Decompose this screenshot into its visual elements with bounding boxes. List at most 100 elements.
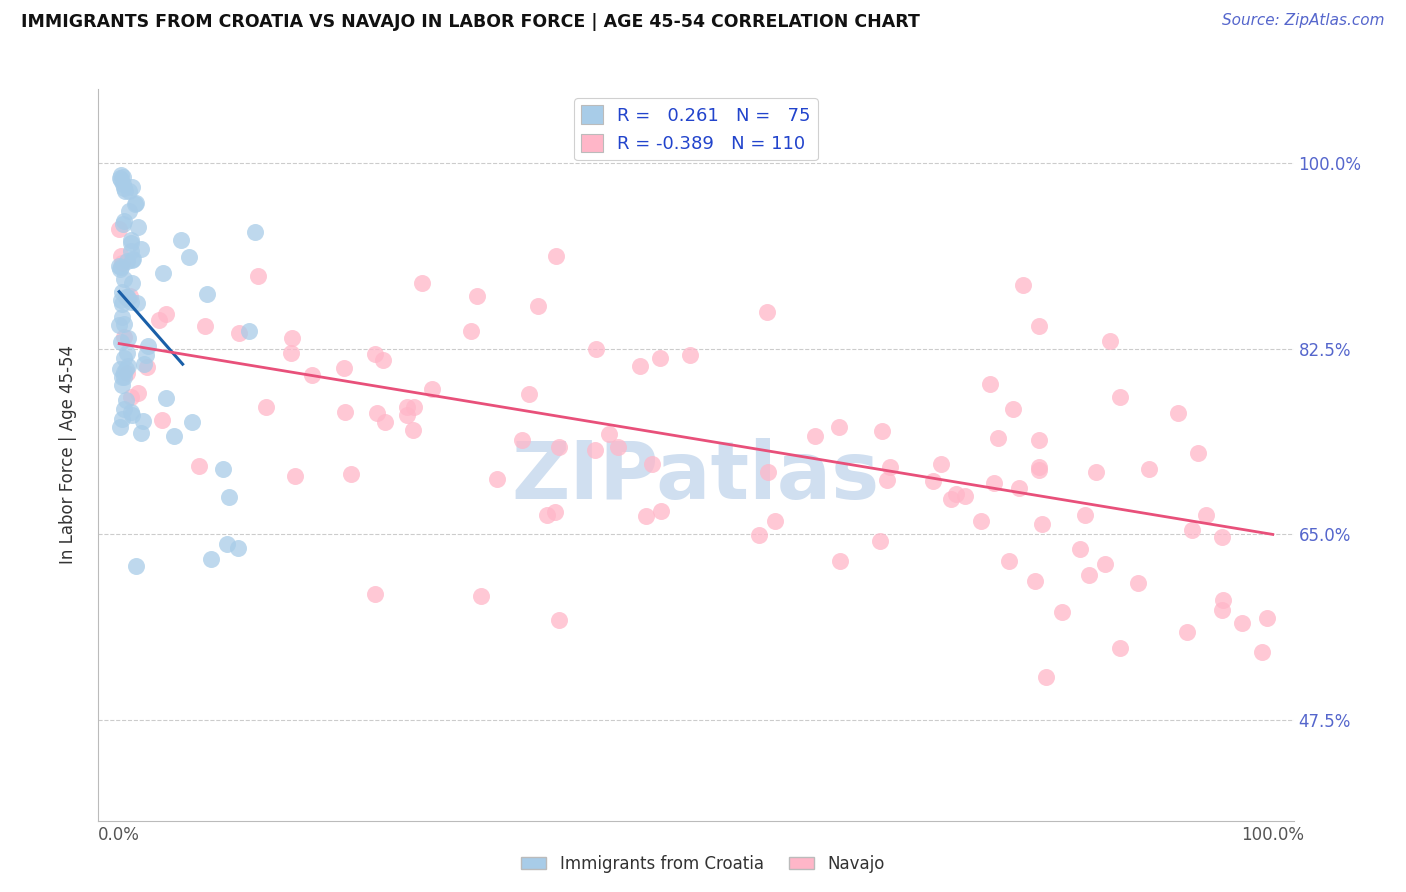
Point bbox=[228, 326, 250, 341]
Point bbox=[170, 233, 193, 247]
Point bbox=[1001, 401, 1024, 416]
Point bbox=[827, 420, 849, 434]
Point bbox=[979, 377, 1001, 392]
Point bbox=[135, 359, 157, 374]
Point bbox=[108, 222, 131, 236]
Point bbox=[1230, 615, 1253, 630]
Point bbox=[987, 431, 1010, 445]
Point bbox=[148, 312, 170, 326]
Point bbox=[112, 213, 135, 227]
Point bbox=[636, 509, 658, 524]
Point bbox=[150, 412, 173, 426]
Point bbox=[402, 423, 425, 437]
Point bbox=[136, 339, 159, 353]
Point bbox=[517, 387, 540, 401]
Point bbox=[163, 428, 186, 442]
Point bbox=[1211, 530, 1233, 544]
Point bbox=[125, 559, 148, 574]
Point bbox=[115, 290, 138, 304]
Point bbox=[117, 331, 139, 345]
Point bbox=[1050, 605, 1073, 619]
Point bbox=[607, 440, 630, 454]
Point bbox=[1126, 576, 1149, 591]
Point bbox=[1109, 390, 1132, 404]
Point bbox=[120, 294, 142, 309]
Point bbox=[945, 487, 967, 501]
Point bbox=[998, 554, 1021, 568]
Point bbox=[1028, 460, 1050, 475]
Point bbox=[402, 401, 425, 415]
Point bbox=[585, 342, 607, 356]
Text: Source: ZipAtlas.com: Source: ZipAtlas.com bbox=[1222, 13, 1385, 29]
Point bbox=[194, 318, 217, 333]
Point bbox=[188, 458, 211, 473]
Point bbox=[127, 295, 149, 310]
Point bbox=[112, 170, 135, 185]
Point bbox=[869, 533, 891, 548]
Point bbox=[111, 217, 134, 231]
Point bbox=[364, 347, 387, 361]
Point bbox=[122, 252, 145, 267]
Point bbox=[1028, 463, 1050, 477]
Point bbox=[115, 362, 138, 376]
Point bbox=[460, 324, 482, 338]
Point bbox=[876, 473, 898, 487]
Point bbox=[953, 488, 976, 502]
Point bbox=[114, 392, 136, 407]
Point bbox=[1094, 557, 1116, 571]
Point bbox=[983, 476, 1005, 491]
Point bbox=[929, 458, 952, 472]
Point bbox=[127, 220, 149, 235]
Point bbox=[583, 443, 606, 458]
Point bbox=[132, 357, 155, 371]
Point bbox=[112, 271, 135, 285]
Point bbox=[1211, 602, 1233, 616]
Point bbox=[110, 172, 132, 186]
Point bbox=[110, 249, 132, 263]
Point bbox=[226, 541, 249, 555]
Point bbox=[246, 268, 269, 283]
Point bbox=[1024, 574, 1046, 589]
Point bbox=[828, 554, 851, 568]
Point bbox=[465, 288, 488, 302]
Point bbox=[120, 405, 142, 419]
Point bbox=[1073, 508, 1095, 522]
Point bbox=[411, 276, 433, 290]
Point bbox=[111, 297, 134, 311]
Point bbox=[110, 260, 132, 275]
Point bbox=[548, 440, 571, 454]
Point bbox=[804, 429, 827, 443]
Point bbox=[110, 168, 132, 182]
Point bbox=[371, 352, 394, 367]
Point bbox=[120, 233, 142, 247]
Point bbox=[544, 249, 567, 263]
Point bbox=[110, 293, 132, 307]
Point bbox=[1098, 334, 1121, 348]
Point bbox=[121, 179, 143, 194]
Point bbox=[1195, 508, 1218, 522]
Y-axis label: In Labor Force | Age 45-54: In Labor Force | Age 45-54 bbox=[59, 345, 77, 565]
Point bbox=[115, 253, 138, 268]
Point bbox=[114, 185, 136, 199]
Point bbox=[1035, 670, 1057, 684]
Point bbox=[129, 426, 152, 441]
Text: IMMIGRANTS FROM CROATIA VS NAVAJO IN LABOR FORCE | AGE 45-54 CORRELATION CHART: IMMIGRANTS FROM CROATIA VS NAVAJO IN LAB… bbox=[21, 13, 920, 31]
Point bbox=[254, 400, 277, 414]
Point bbox=[1008, 481, 1031, 495]
Point bbox=[177, 251, 200, 265]
Text: ZIPatlas: ZIPatlas bbox=[512, 438, 880, 516]
Point bbox=[970, 514, 993, 528]
Point bbox=[748, 527, 770, 541]
Point bbox=[366, 406, 388, 420]
Point bbox=[111, 310, 134, 325]
Point bbox=[280, 346, 302, 360]
Point bbox=[152, 266, 174, 280]
Point bbox=[527, 299, 550, 313]
Point bbox=[111, 285, 134, 299]
Point bbox=[117, 359, 139, 373]
Point bbox=[333, 361, 356, 376]
Point bbox=[118, 288, 141, 302]
Point bbox=[112, 181, 135, 195]
Point bbox=[470, 589, 492, 603]
Point bbox=[129, 242, 152, 256]
